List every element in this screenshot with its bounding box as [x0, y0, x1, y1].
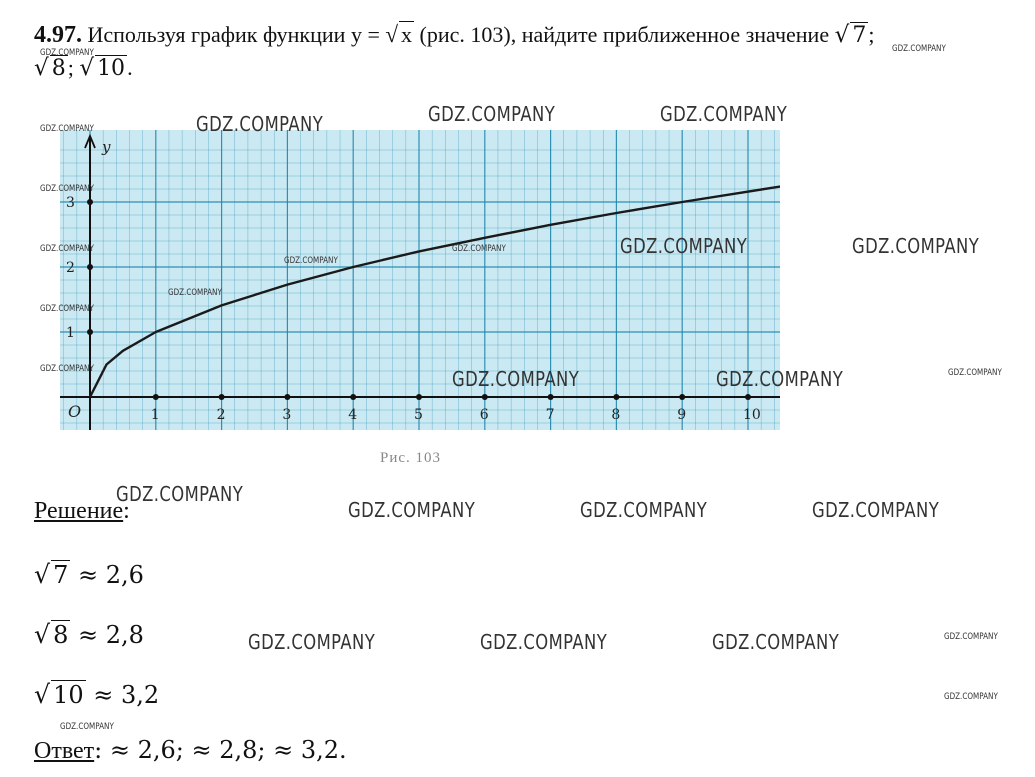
problem-statement: 4.97. Используя график функции y = √ x (р…	[34, 18, 1024, 85]
watermark: GDZ.COMPANY	[40, 304, 94, 314]
watermark: GDZ.COMPANY	[944, 632, 998, 642]
solution-line-3: √ 10 ≈ 3,2	[34, 680, 160, 709]
watermark: GDZ.COMPANY	[40, 184, 94, 194]
x-tick-label: 3	[282, 407, 291, 423]
y-tick-label: 2	[66, 260, 75, 276]
problem-number: 4.97.	[34, 22, 82, 48]
x-tick-label: 6	[480, 407, 489, 423]
x-tick-label: 7	[546, 407, 555, 423]
x-tick-mark	[218, 394, 225, 400]
x-tick-mark	[350, 394, 357, 400]
sqrt-curve	[88, 185, 780, 398]
x-tick-mark	[152, 394, 159, 400]
x-tick-mark	[745, 394, 751, 400]
watermark: GDZ.COMPANY	[428, 102, 556, 126]
y-tick-mark	[87, 264, 93, 270]
y-tick-label: 3	[66, 195, 75, 211]
function-graph: yxO 1 2 3 4 5 6 7 8 9 10 1 2 3	[60, 130, 780, 430]
sqrt-10: √ 10	[79, 55, 128, 81]
solution-line-2: √ 8 ≈ 2,8	[34, 620, 144, 649]
solution-line-1: √ 7 ≈ 2,6	[34, 560, 144, 589]
sqrt-8: √ 8	[34, 55, 68, 81]
x-tick-label: 10	[743, 407, 761, 423]
watermark: GDZ.COMPANY	[948, 368, 1002, 378]
ticks: 1 2 3 4 5 6 7 8 9 10 1 2 3	[66, 195, 761, 423]
watermark: GDZ.COMPANY	[712, 630, 840, 654]
solution-label: Решение	[34, 498, 124, 524]
sqrt-x: √ x	[385, 21, 415, 47]
x-tick-label: 8	[611, 407, 620, 423]
y-tick-mark	[87, 199, 93, 205]
x-tick-label: 4	[348, 407, 357, 423]
watermark: GDZ.COMPANY	[944, 692, 998, 702]
sqrt-7: √ 7	[834, 22, 869, 48]
y-tick-mark	[87, 329, 93, 335]
watermark: GDZ.COMPANY	[60, 722, 114, 732]
axes: yxO	[60, 133, 780, 430]
watermark: GDZ.COMPANY	[812, 498, 940, 522]
solution-heading: Решение:	[34, 498, 130, 524]
answer-label: Ответ	[34, 738, 95, 764]
watermark: GDZ.COMPANY	[480, 630, 608, 654]
x-tick-label: 9	[677, 407, 686, 423]
x-tick-label: 1	[151, 407, 160, 423]
watermark: GDZ.COMPANY	[196, 112, 324, 136]
x-tick-mark	[284, 394, 291, 400]
problem-text-2: (рис. 103), найдите приближенное значени…	[414, 22, 835, 47]
watermark: GDZ.COMPANY	[40, 364, 94, 374]
x-tick-label: 2	[217, 407, 226, 423]
watermark: GDZ.COMPANY	[116, 482, 244, 506]
func-arg: x	[399, 21, 415, 47]
origin-label: O	[68, 402, 81, 421]
watermark: GDZ.COMPANY	[40, 48, 94, 58]
answer-line: Ответ: ≈ 2,6; ≈ 2,8; ≈ 3,2.	[34, 736, 347, 765]
watermark: GDZ.COMPANY	[40, 244, 94, 254]
watermark: GDZ.COMPANY	[620, 234, 748, 258]
watermark: GDZ.COMPANY	[580, 498, 708, 522]
x-tick-label: 5	[414, 407, 423, 423]
answer-text: : ≈ 2,6; ≈ 2,8; ≈ 3,2.	[94, 736, 347, 764]
watermark: GDZ.COMPANY	[852, 234, 980, 258]
y-axis-label: y	[101, 138, 111, 156]
watermark: GDZ.COMPANY	[40, 124, 94, 134]
watermark: GDZ.COMPANY	[716, 367, 844, 391]
watermark: GDZ.COMPANY	[660, 102, 788, 126]
watermark: GDZ.COMPANY	[248, 630, 376, 654]
watermark: GDZ.COMPANY	[168, 288, 222, 298]
x-tick-mark	[547, 394, 554, 400]
watermark: GDZ.COMPANY	[284, 256, 338, 266]
x-tick-mark	[613, 394, 620, 400]
watermark: GDZ.COMPANY	[348, 498, 476, 522]
watermark: GDZ.COMPANY	[452, 244, 506, 254]
figure-caption: Рис. 103	[380, 450, 442, 466]
watermark: GDZ.COMPANY	[892, 44, 946, 54]
x-tick-mark	[481, 394, 488, 400]
x-tick-mark	[416, 394, 422, 400]
problem-text-1: Используя график функции y =	[87, 22, 386, 47]
x-tick-mark	[679, 394, 686, 400]
y-arrow	[84, 133, 96, 149]
watermark: GDZ.COMPANY	[452, 367, 580, 391]
y-tick-label: 1	[66, 325, 75, 341]
